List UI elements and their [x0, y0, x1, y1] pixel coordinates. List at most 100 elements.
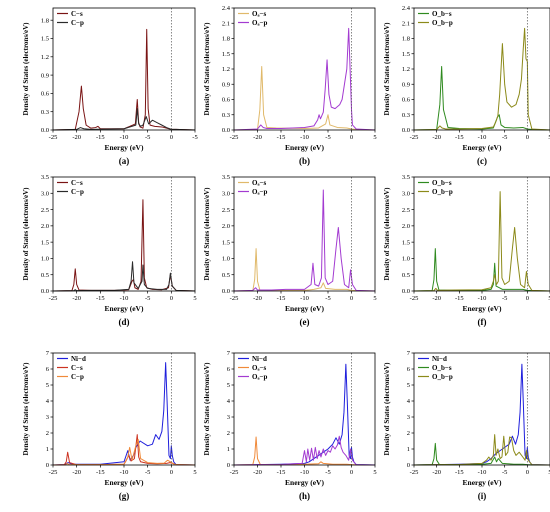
series-line-1 [233, 363, 376, 466]
x-axis-label: Energy (eV) [285, 478, 324, 487]
y-tick-label: 0.0 [222, 127, 230, 134]
legend-entry: O_b−s [432, 364, 452, 372]
x-tick-label: -5 [192, 134, 197, 141]
y-axis-label: Density of States (electrons/eV) [22, 187, 30, 281]
legend-entry: C−s [71, 179, 83, 187]
y-tick-label: 0.0 [41, 127, 49, 134]
panel-label: (d) [119, 317, 130, 327]
x-tick-label: 0 [350, 134, 353, 141]
panel-f: -25 -20 -15 -10 -5 0 5 0.0 0.5 1.0 1.5 2.0 2.5 3.0 3.5… [383, 174, 550, 327]
x-tick-label: -25 [410, 134, 419, 141]
x-tick-label: -15 [96, 134, 105, 141]
x-axis-label: Energy (eV) [105, 304, 144, 313]
legend-entry: O_b−p [432, 373, 453, 381]
panel-label: (h) [299, 491, 310, 501]
x-tick-label: -20 [432, 134, 441, 141]
y-tick-label: 2.0 [222, 223, 230, 230]
y-axis-label: Density of States (electrons/eV) [203, 362, 211, 456]
x-tick-label: -10 [300, 469, 309, 476]
legend-entry: Oₐ−p [252, 188, 267, 196]
x-tick-label: -20 [432, 295, 441, 302]
y-tick-label: 5 [227, 382, 230, 389]
y-tick-label: 1 [407, 446, 410, 453]
y-tick-label: 0.3 [402, 112, 410, 119]
x-tick-label: -10 [120, 295, 129, 302]
x-tick-label: -10 [478, 134, 487, 141]
x-axis-label: Energy (eV) [463, 304, 502, 313]
x-tick-label: -25 [49, 469, 58, 476]
x-axis-label: Energy (eV) [463, 143, 502, 152]
x-tick-label: -10 [300, 134, 309, 141]
panel-label: (e) [300, 317, 310, 327]
x-tick-label: -15 [277, 295, 286, 302]
y-tick-label: 0.5 [41, 272, 49, 279]
y-tick-label: 0.6 [41, 91, 50, 98]
x-tick-label: -25 [410, 469, 419, 476]
x-tick-label: 0 [350, 469, 353, 476]
y-tick-label: 0.3 [222, 112, 230, 119]
y-tick-label: 2.4 [402, 5, 411, 12]
series-line-2 [52, 434, 196, 466]
y-tick-label: 1 [227, 446, 230, 453]
y-tick-label: 0.5 [222, 272, 230, 279]
y-tick-label: 6 [227, 366, 231, 373]
x-axis-label: Energy (eV) [105, 478, 144, 487]
series-line-2 [413, 442, 550, 466]
x-tick-label: -20 [253, 134, 262, 141]
series-line-3 [413, 434, 550, 466]
y-tick-label: 4 [46, 398, 50, 405]
x-tick-label: -15 [455, 134, 464, 141]
panel-d: -25 -20 -15 -10 -5 0 5 0.0 0.5 1.0 1.5 2.0 2.5 3.0 3.5… [22, 174, 197, 327]
y-tick-label: 6 [46, 366, 50, 373]
y-axis-label: Density of States (electrons/eV) [203, 22, 211, 116]
y-tick-label: 1.8 [402, 36, 410, 43]
y-tick-label: 3 [407, 414, 410, 421]
y-axis-label: Density of States (electrons/eV) [383, 22, 391, 116]
x-axis-label: Energy (eV) [105, 143, 144, 152]
y-tick-label: 3.0 [41, 190, 49, 197]
y-tick-label: 0.0 [402, 127, 410, 134]
x-tick-label: -20 [253, 469, 262, 476]
x-tick-label: -25 [410, 295, 419, 302]
y-tick-label: 1.0 [41, 256, 49, 263]
y-axis-label: Density of States (electrons/eV) [383, 187, 391, 281]
y-tick-label: 3.0 [222, 190, 230, 197]
x-tick-label: 0 [170, 469, 173, 476]
y-tick-label: 0 [227, 462, 230, 469]
y-tick-label: 0.0 [402, 288, 410, 295]
y-tick-label: 1.5 [222, 239, 230, 246]
x-tick-label: -10 [478, 469, 487, 476]
series-line-2 [52, 108, 196, 131]
y-tick-label: 3.5 [402, 174, 410, 181]
panel-label: (b) [299, 156, 310, 166]
x-tick-label: -5 [325, 469, 330, 476]
y-tick-label: 0.6 [222, 97, 231, 104]
x-tick-label: -5 [325, 295, 330, 302]
x-tick-label: -5 [502, 469, 507, 476]
panel-e: -25 -20 -15 -10 -5 0 5 0.0 0.5 1.0 1.5 2.0 2.5 3.0 3.5… [203, 174, 377, 327]
y-tick-label: 0.9 [41, 72, 49, 79]
y-tick-label: 3.0 [402, 190, 410, 197]
x-tick-label: -20 [253, 295, 262, 302]
x-tick-label: -10 [478, 295, 487, 302]
y-tick-label: 1.2 [402, 66, 410, 73]
x-tick-label: -25 [230, 134, 239, 141]
y-axis-label: Density of States (electrons/eV) [22, 362, 30, 456]
panel-label: (c) [477, 156, 487, 166]
x-tick-label: 5 [548, 295, 550, 302]
panel-label: (a) [119, 156, 130, 166]
x-tick-label: -10 [120, 469, 129, 476]
series-line-2 [233, 27, 376, 131]
x-tick-label: -15 [96, 469, 105, 476]
y-axis-label: Density of States (electrons/eV) [383, 362, 391, 456]
legend-entry: C−p [71, 188, 84, 196]
y-tick-label: 0.5 [402, 272, 410, 279]
x-tick-label: -15 [277, 134, 286, 141]
y-tick-label: 0.9 [402, 81, 410, 88]
legend-entry: C−s [71, 364, 83, 372]
x-tick-label: -20 [72, 295, 81, 302]
x-tick-label: -10 [120, 134, 129, 141]
x-tick-label: -5 [145, 469, 150, 476]
y-tick-label: 3 [227, 414, 230, 421]
